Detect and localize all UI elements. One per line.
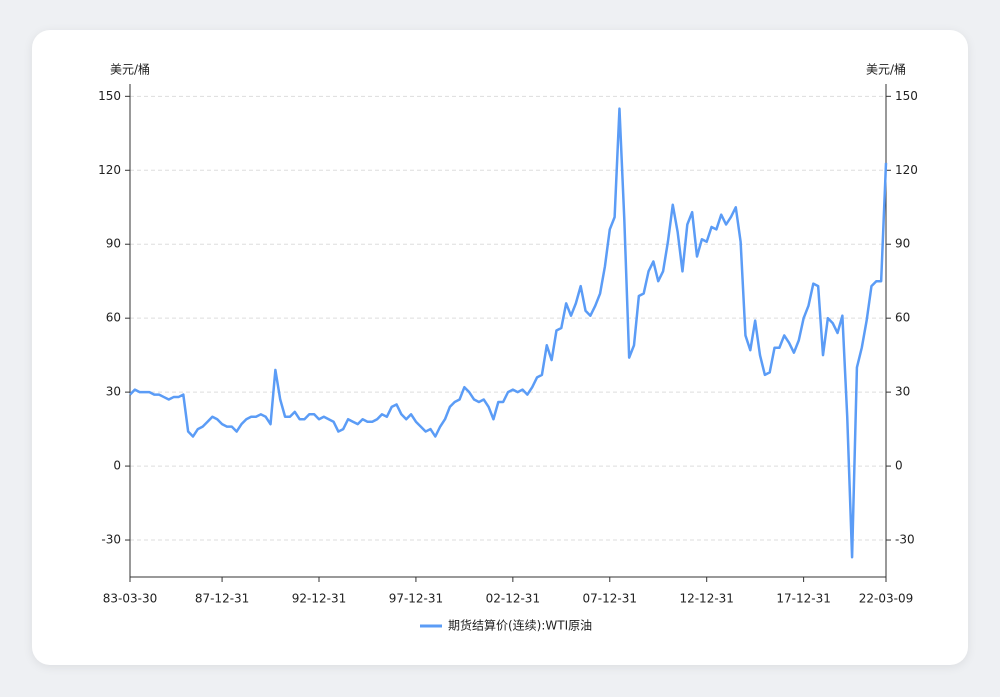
y2-tick-label: 60 — [895, 311, 910, 325]
x-tick-label: 02-12-31 — [486, 592, 540, 606]
y-tick-label: 90 — [106, 237, 121, 251]
y2-axis-label: 美元/桶 — [866, 62, 906, 77]
x-tick-label: 83-03-30 — [103, 592, 157, 606]
x-tick-label: 17-12-31 — [776, 592, 830, 606]
legend-label: 期货结算价(连续):WTI原油 — [448, 618, 592, 633]
y2-tick-label: -30 — [895, 533, 915, 547]
y-tick-label: 150 — [98, 89, 121, 103]
x-tick-label: 07-12-31 — [583, 592, 637, 606]
x-tick-label: 22-03-09 — [859, 592, 913, 606]
y-tick-label: 120 — [98, 163, 121, 177]
card — [32, 30, 968, 665]
y2-tick-label: 30 — [895, 385, 910, 399]
data-line — [129, 107, 888, 559]
x-tick-label: 92-12-31 — [292, 592, 346, 606]
y-axis-label: 美元/桶 — [110, 62, 150, 77]
x-tick-label: 12-12-31 — [679, 592, 733, 606]
y-tick-label: -30 — [101, 533, 121, 547]
y-tick-label: 30 — [106, 385, 121, 399]
y-tick-label: 60 — [106, 311, 121, 325]
y2-tick-label: 0 — [895, 459, 903, 473]
y2-tick-label: 150 — [895, 89, 918, 103]
y2-tick-label: 120 — [895, 163, 918, 177]
x-tick-label: 87-12-31 — [195, 592, 249, 606]
y2-tick-label: 90 — [895, 237, 910, 251]
x-tick-label: 97-12-31 — [389, 592, 443, 606]
y-tick-label: 0 — [113, 459, 121, 473]
